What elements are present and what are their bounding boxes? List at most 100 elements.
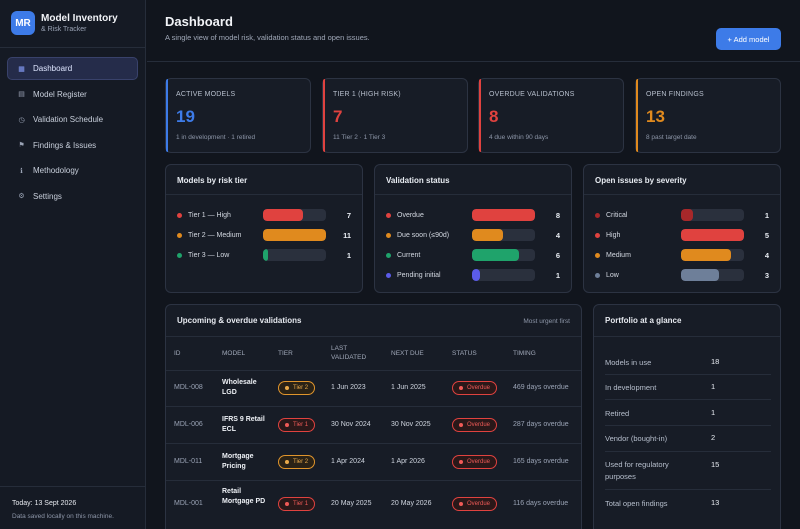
cell-timing: 165 days overdue xyxy=(513,458,569,465)
sidebar-nav: ▦ Dashboard ▤ Model Register ◷ Validation S… xyxy=(7,57,138,210)
cell-model[interactable]: Retail Mortgage PD xyxy=(222,488,266,505)
cell-next-due: 1 Jun 2025 xyxy=(391,384,426,391)
col-header-id[interactable]: ID xyxy=(174,350,181,357)
cell-last-validated: 20 May 2025 xyxy=(331,500,372,507)
bar-track xyxy=(471,229,535,241)
grid-icon: ▦ xyxy=(18,65,25,73)
cell-model[interactable]: IFRS 9 Retail ECL xyxy=(222,416,265,433)
badge-dot xyxy=(459,502,463,506)
card-title: Validation status xyxy=(386,176,450,185)
nav-item-validation-schedule[interactable]: ◷ Validation Schedule xyxy=(7,108,138,131)
kv-value: 1 xyxy=(711,408,716,417)
risk-tier-card: Models by risk tier Tier 1 — High 7 Tier … xyxy=(165,164,363,293)
portfolio-card: Portfolio at a glance Models in use 18 I… xyxy=(593,304,781,529)
bar-row: Medium 4 xyxy=(595,249,769,261)
nav-item-methodology[interactable]: ℹ Methodology xyxy=(7,159,138,182)
cell-model[interactable]: Wholesale LGD xyxy=(222,379,257,396)
kv-value: 1 xyxy=(711,382,716,391)
bar-track xyxy=(680,209,744,221)
col-header-timing[interactable]: TIMING xyxy=(513,350,536,357)
tier-badge: Tier 2 xyxy=(278,381,316,395)
stat-accent xyxy=(479,79,481,152)
bar-value: 11 xyxy=(343,230,351,240)
table-sort-note: Most urgent first xyxy=(523,318,570,325)
stat-accent xyxy=(166,79,168,152)
legend-dot xyxy=(386,272,391,278)
kv-label: Used for regulatory purposes xyxy=(605,460,669,481)
nav-item-findings-issues[interactable]: ⚑ Findings & Issues xyxy=(7,134,138,157)
cell-id: MDL-008 xyxy=(174,384,203,391)
nav-label: Findings & Issues xyxy=(33,140,97,150)
stat-accent xyxy=(636,79,638,152)
row-divider xyxy=(605,425,771,426)
row-divider xyxy=(166,443,581,444)
tier-label: Tier 1 xyxy=(293,422,309,428)
stat-card-open-findings: OPEN FINDINGS 13 8 past target date xyxy=(635,78,781,153)
bar-fill xyxy=(471,229,504,241)
col-header-model[interactable]: MODEL xyxy=(222,350,246,357)
card-divider xyxy=(584,194,780,195)
cell-model[interactable]: Mortgage Pricing xyxy=(222,453,254,470)
tier-badge: Tier 2 xyxy=(278,455,316,469)
kv-value: 13 xyxy=(711,498,720,507)
card-divider xyxy=(375,194,571,195)
bar-fill xyxy=(680,229,744,241)
cell-timing: 287 days overdue xyxy=(513,421,569,428)
stat-value: 19 xyxy=(176,107,195,126)
col-header-next-due[interactable]: NEXT DUE xyxy=(391,350,424,357)
sidebar: MR Model Inventory & Risk Tracker ▦ Dashb… xyxy=(0,0,146,529)
nav-item-settings[interactable]: ⚙ Settings xyxy=(7,185,138,208)
cell-timing: 469 days overdue xyxy=(513,384,569,391)
status-label: Overdue xyxy=(467,422,491,428)
stat-note: 8 past target date xyxy=(646,134,697,141)
row-divider xyxy=(166,370,581,371)
legend-dot xyxy=(595,272,600,278)
stat-card-overdue-validations: OVERDUE VALIDATIONS 8 4 due within 90 da… xyxy=(478,78,624,153)
bar-value: 1 xyxy=(764,210,769,220)
status-badge: Overdue xyxy=(452,381,498,395)
bar-label: Tier 1 — High xyxy=(188,211,231,219)
cell-last-validated: 1 Apr 2024 xyxy=(331,458,365,465)
bar-track xyxy=(680,229,744,241)
badge-dot xyxy=(459,386,463,390)
legend-dot xyxy=(595,232,600,238)
legend-dot xyxy=(386,232,391,238)
status-label: Overdue xyxy=(467,385,491,391)
card-title: Models by risk tier xyxy=(177,176,248,185)
kv-label: Vendor (bought-in) xyxy=(605,434,668,443)
tier-label: Tier 2 xyxy=(293,385,309,391)
legend-dot xyxy=(386,252,391,258)
legend-dot xyxy=(177,212,182,218)
list-icon: ▤ xyxy=(18,91,25,98)
row-divider xyxy=(605,374,771,375)
col-header-tier[interactable]: TIER xyxy=(278,350,293,357)
bar-value: 4 xyxy=(764,250,769,260)
col-header-last-validated[interactable]: LAST VALIDATED xyxy=(331,345,367,361)
bar-fill xyxy=(471,209,535,221)
bar-label: Pending initial xyxy=(397,271,441,279)
page-subtitle: A single view of model risk, validation … xyxy=(165,33,370,42)
bar-track xyxy=(262,209,326,221)
tier-label: Tier 2 xyxy=(293,459,309,465)
stat-card-tier1: TIER 1 (HIGH RISK) 7 11 Tier 2 · 1 Tier … xyxy=(322,78,468,153)
nav-item-dashboard[interactable]: ▦ Dashboard xyxy=(7,57,138,80)
bar-row: Tier 2 — Medium 11 xyxy=(177,229,351,241)
page-title: Dashboard xyxy=(165,14,233,29)
card-title: Open issues by severity xyxy=(595,176,687,185)
bar-track xyxy=(262,229,326,241)
validation-status-card: Validation status Overdue 8 Due soon (≤90… xyxy=(374,164,572,293)
stat-label: ACTIVE MODELS xyxy=(176,91,236,98)
badge-dot xyxy=(285,502,289,506)
cell-id: MDL-011 xyxy=(174,458,203,465)
row-divider xyxy=(605,399,771,400)
brand[interactable]: MR Model Inventory & Risk Tracker xyxy=(11,11,118,35)
add-model-button[interactable]: + Add model xyxy=(716,28,781,50)
col-header-status[interactable]: STATUS xyxy=(452,350,477,357)
cell-timing: 116 days overdue xyxy=(513,500,569,507)
bar-fill xyxy=(262,249,269,261)
badge-dot xyxy=(285,386,289,390)
nav-label: Methodology xyxy=(33,166,79,175)
cell-next-due: 1 Apr 2026 xyxy=(391,458,425,465)
tier-badge: Tier 1 xyxy=(278,497,316,511)
nav-item-model-register[interactable]: ▤ Model Register xyxy=(7,83,138,106)
